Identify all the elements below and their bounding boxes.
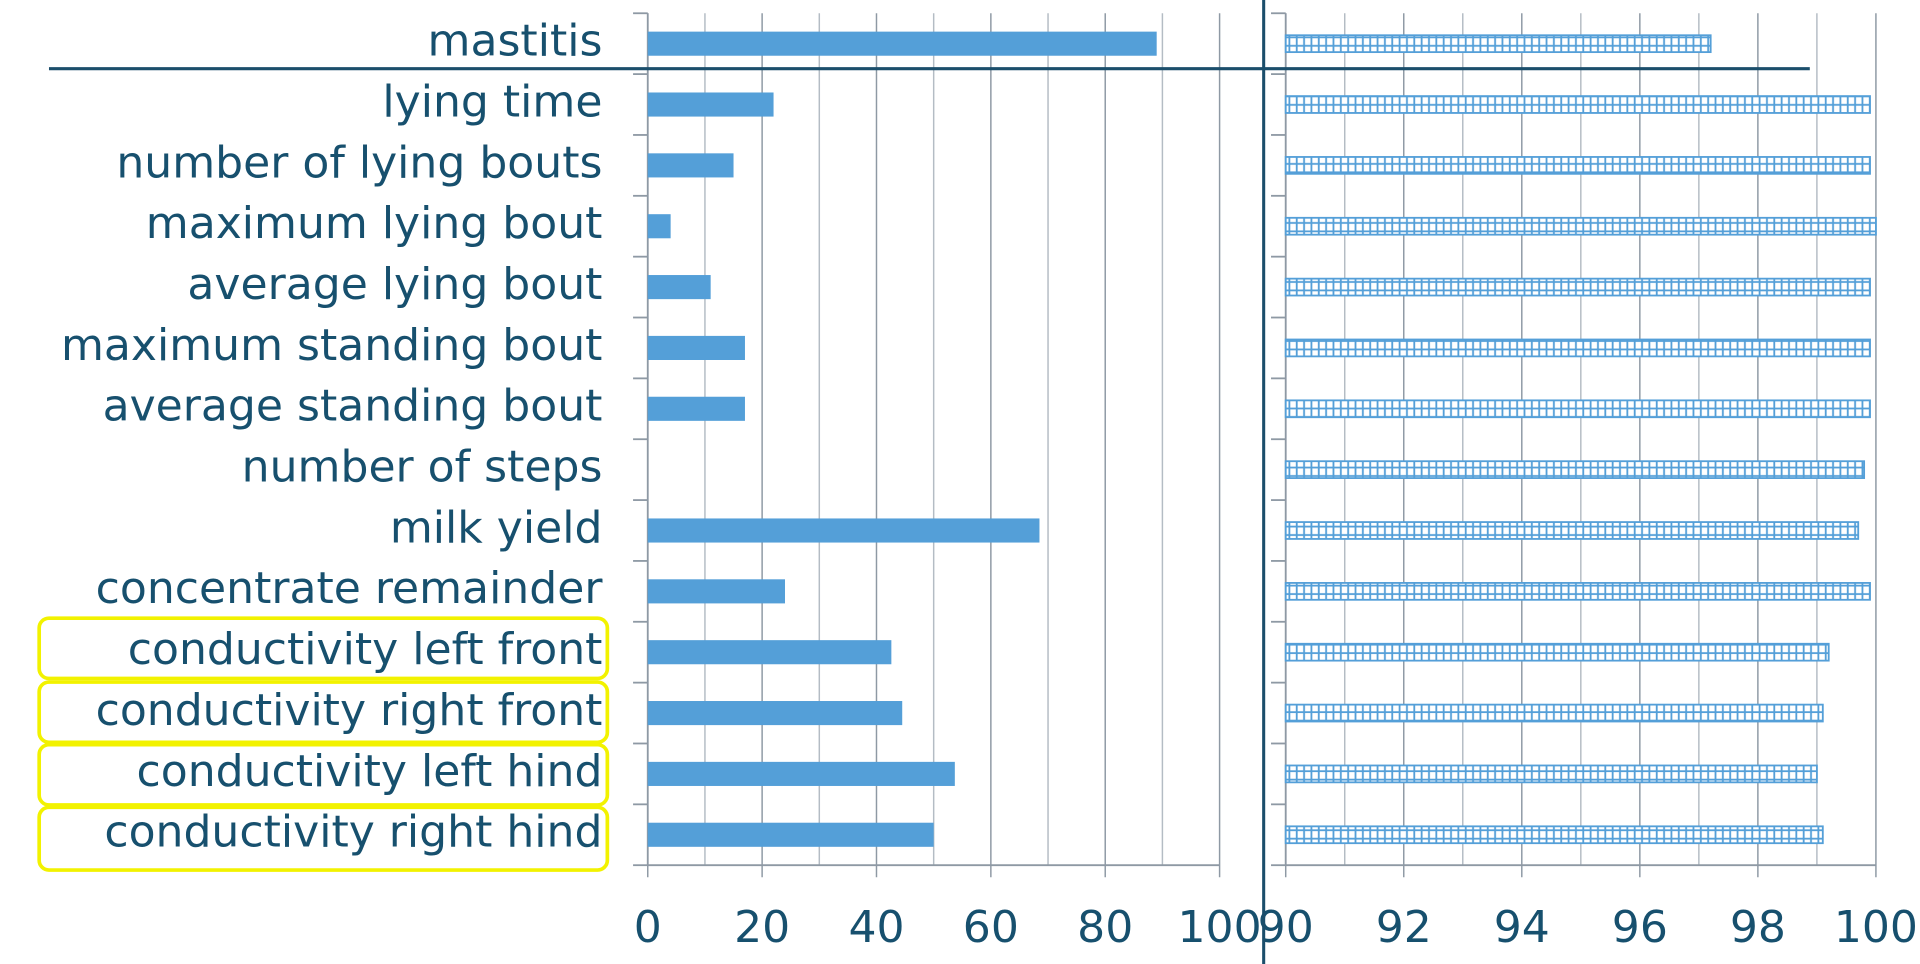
bar (647, 518, 1040, 543)
bar (647, 335, 745, 360)
y-tick-label: milk yield (390, 503, 603, 554)
x-tick-label: 20 (734, 902, 790, 953)
x-tick-label: 100 (1178, 902, 1262, 953)
bar (647, 640, 892, 665)
x-tick-label: 94 (1494, 902, 1550, 953)
bar (1284, 156, 1871, 175)
bar (1284, 399, 1871, 419)
bar (647, 214, 671, 239)
x-tick-label: 0 (634, 902, 662, 953)
bar (647, 761, 955, 786)
highlight-box (37, 742, 610, 807)
y-tick-label: average standing bout (103, 381, 603, 432)
y-tick-label: concentrate remainder (96, 564, 603, 615)
x-tick-label: 100 (1834, 902, 1918, 953)
x-tick-label: 96 (1612, 902, 1668, 953)
bar (647, 153, 734, 178)
bar (647, 822, 934, 847)
bar (1284, 34, 1712, 54)
y-tick-label: average lying bout (187, 259, 602, 310)
bar (647, 701, 903, 726)
y-tick-label: mastitis (428, 16, 603, 67)
y-tick-label: conductivity left hind (137, 746, 603, 797)
annotations (37, 0, 1810, 964)
bar (1284, 338, 1871, 358)
bar (1284, 642, 1830, 662)
bar (1284, 277, 1871, 297)
y-tick-label: maximum lying bout (146, 198, 603, 249)
y-tick-label: conductivity right front (96, 685, 603, 736)
y-tick-label: conductivity right hind (104, 807, 602, 858)
x-tick-label: 80 (1077, 902, 1133, 953)
bar (1284, 95, 1871, 114)
y-tick-label: conductivity left front (128, 624, 603, 675)
bar (1284, 703, 1824, 723)
y-tick-label: number of steps (242, 442, 603, 493)
x-tick-label: 92 (1376, 902, 1432, 953)
y-tick-label: maximum standing bout (61, 320, 602, 371)
bar (647, 396, 745, 421)
bar (1284, 582, 1871, 601)
x-tick-label: 40 (848, 902, 904, 953)
bar (1284, 521, 1860, 540)
bar (647, 579, 785, 604)
x-tick-label: 60 (963, 902, 1019, 953)
y-tick-label: number of lying bouts (116, 138, 602, 189)
y-tick-label: lying time (382, 77, 602, 128)
bar (647, 31, 1157, 56)
highlight-box (37, 680, 610, 745)
bar (1284, 460, 1866, 479)
bar (647, 275, 711, 300)
bar (1284, 764, 1818, 784)
highlight-box (37, 616, 610, 681)
x-tick-label: 90 (1258, 902, 1314, 953)
highlight-box (37, 805, 610, 872)
bar (1284, 216, 1877, 236)
bar (647, 92, 774, 117)
x-tick-label: 98 (1730, 902, 1786, 953)
bar (1284, 825, 1824, 845)
